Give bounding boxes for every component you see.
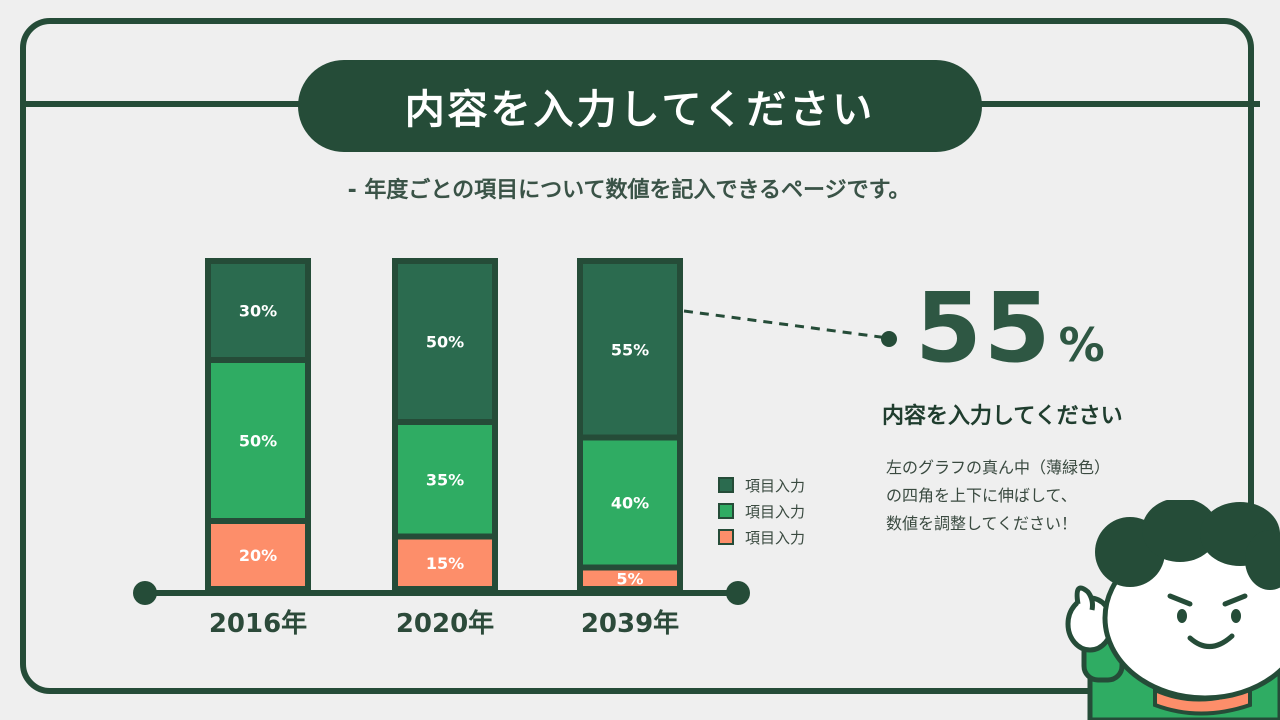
mascot-eye [1231,609,1241,623]
bar-segment [211,264,305,357]
axis-end-dot [726,581,750,605]
slide-frame [20,18,1254,694]
bar-value-label: 15% [426,554,464,573]
bar-value-label: 40% [611,494,649,513]
legend-swatch [718,477,734,493]
legend-label: 項目入力 [745,476,806,495]
bar-segment [398,425,492,534]
connector-dot [881,331,897,347]
bar-segment [583,264,677,435]
bar-segment [211,524,305,586]
x-tick-label: 2020年 [396,608,494,639]
bar-value-label: 50% [426,333,464,352]
mascot-eye [1177,609,1187,623]
legend-item: 項目入力 [718,472,805,498]
x-tick-label: 2039年 [581,608,679,639]
chart-legend: 項目入力 項目入力 項目入力 [718,472,805,550]
bar-segment [583,570,677,586]
mascot-thumb [1074,585,1095,611]
legend-label: 項目入力 [745,502,806,521]
mascot-hair [1142,500,1218,562]
bar-value-label: 35% [426,470,464,489]
callout-unit: % [1058,318,1105,372]
mascot-brow [1222,593,1248,607]
bar-value-label: 50% [239,432,277,451]
legend-item: 項目入力 [718,524,805,550]
callout-value: 55% [915,272,1105,384]
legend-label: 項目入力 [745,528,806,547]
bar-value-label: 55% [611,340,649,359]
legend-item: 項目入力 [718,498,805,524]
mascot-hair [1245,530,1280,590]
page-subtitle: - 年度ごとの項目について数値を記入できるページです。 [347,178,911,203]
callout-heading: 内容を入力してください [882,404,1123,429]
callout-line: の四角を上下に伸ばして、 [886,486,1077,505]
legend-swatch [718,503,734,519]
callout-connector [683,309,889,340]
mascot-brow [1167,593,1193,607]
bar-value-label: 30% [239,302,277,321]
mascot-mouth [1187,633,1235,649]
bar-segment [398,264,492,419]
page-title: 内容を入力してください [298,60,982,152]
callout-line: 数値を調整してください！ [886,514,1078,533]
callout-number: 55 [915,272,1053,384]
bar-segment [211,363,305,518]
legend-swatch [718,529,734,545]
bar-segment [398,539,492,586]
bar-value-label: 5% [616,569,643,588]
callout-line: 左のグラフの真ん中（薄緑色） [886,458,1111,477]
x-tick-label: 2016年 [209,608,307,639]
axis-end-dot [133,581,157,605]
callout-description: 左のグラフの真ん中（薄緑色） の四角を上下に伸ばして、 数値を調整してください！ [886,454,1186,538]
mascot-illustration [1065,500,1280,720]
bar-segment [583,440,677,565]
bar-value-label: 20% [239,546,277,565]
